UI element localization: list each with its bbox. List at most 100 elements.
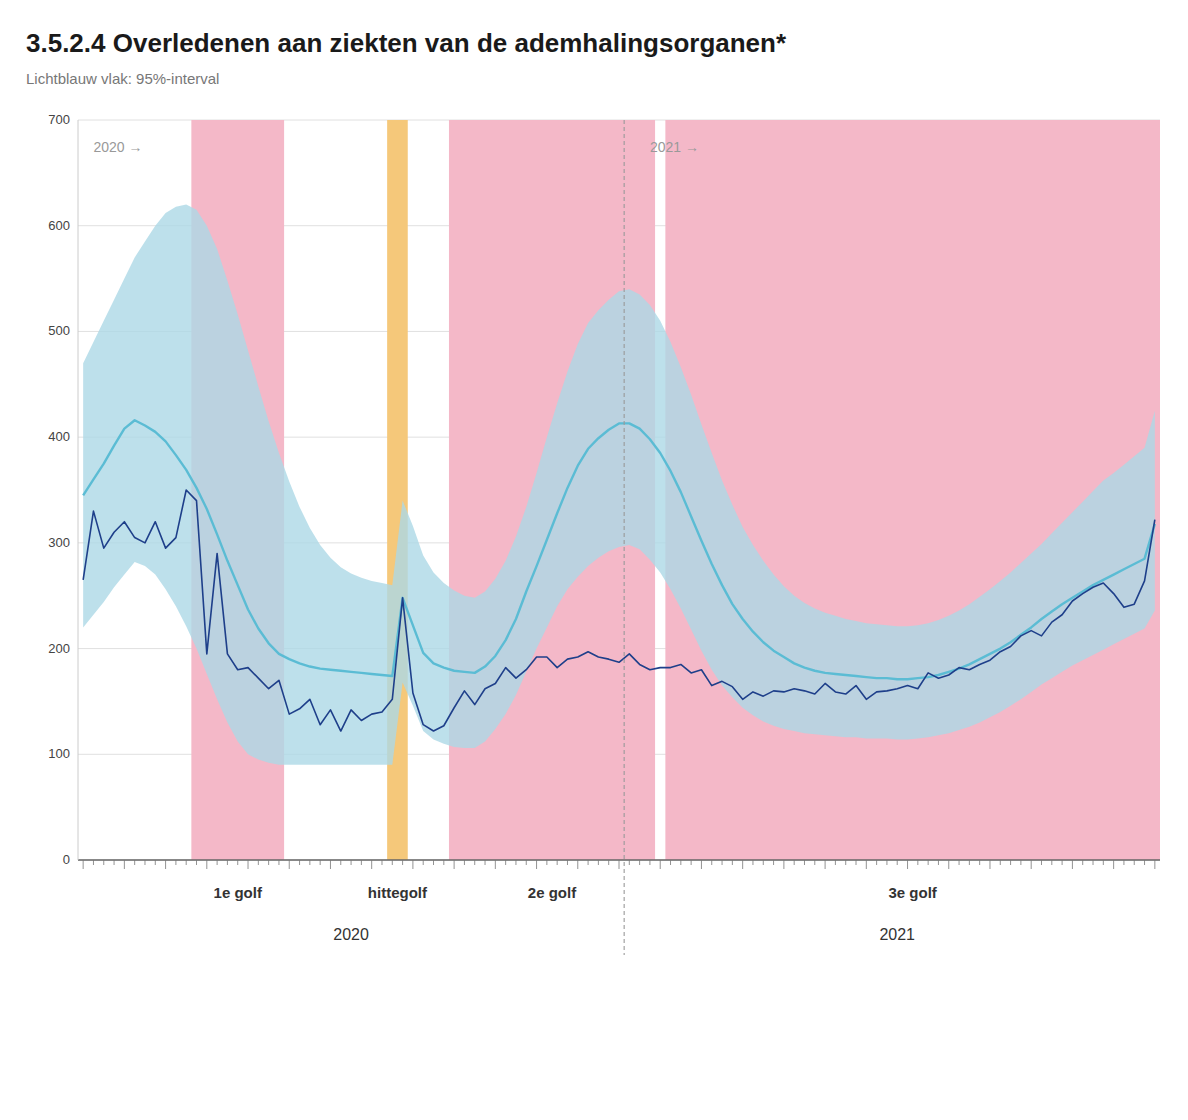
x-tick bbox=[1082, 860, 1083, 865]
x-tick bbox=[1062, 860, 1063, 865]
y-tick-label: 500 bbox=[48, 323, 70, 338]
x-tick bbox=[897, 860, 898, 865]
x-tick bbox=[134, 860, 135, 865]
x-tick bbox=[783, 860, 784, 869]
x-tick bbox=[907, 860, 908, 869]
x-tick bbox=[371, 860, 372, 869]
x-tick bbox=[763, 860, 764, 865]
x-tick bbox=[340, 860, 341, 865]
x-tick bbox=[464, 860, 465, 865]
y-tick-label: 300 bbox=[48, 535, 70, 550]
x-tick bbox=[567, 860, 568, 865]
x-tick bbox=[1020, 860, 1021, 865]
x-tick bbox=[876, 860, 877, 865]
x-tick bbox=[619, 860, 620, 869]
title: 3.5.2.4 Overledenen aan ziekten van de a… bbox=[26, 28, 787, 58]
x-tick bbox=[1113, 860, 1114, 869]
x-tick bbox=[330, 860, 331, 869]
x-tick bbox=[546, 860, 547, 865]
x-tick bbox=[423, 860, 424, 865]
x-tick bbox=[969, 860, 970, 865]
x-tick bbox=[144, 860, 145, 865]
x-tick bbox=[505, 860, 506, 865]
y-tick-label: 0 bbox=[63, 852, 70, 867]
x-tick bbox=[320, 860, 321, 865]
x-tick bbox=[588, 860, 589, 865]
x-tick bbox=[299, 860, 300, 865]
x-tick bbox=[103, 860, 104, 865]
x-tick bbox=[1093, 860, 1094, 865]
x-tick bbox=[433, 860, 434, 865]
year-divider bbox=[624, 120, 625, 955]
y-tick-label: 600 bbox=[48, 218, 70, 233]
x-tick bbox=[443, 860, 444, 865]
grid bbox=[78, 120, 1160, 860]
x-tick bbox=[773, 860, 774, 865]
x-tick bbox=[670, 860, 671, 865]
x-tick bbox=[928, 860, 929, 865]
x-tick bbox=[412, 860, 413, 869]
x-tick bbox=[309, 860, 310, 865]
y-axis-line bbox=[78, 120, 79, 860]
x-tick bbox=[402, 860, 403, 865]
x-tick bbox=[856, 860, 857, 865]
band-label: hittegolf bbox=[368, 884, 428, 901]
x-tick bbox=[629, 860, 630, 865]
x-tick bbox=[660, 860, 661, 869]
x-tick bbox=[155, 860, 156, 865]
x-tick bbox=[258, 860, 259, 865]
x-tick bbox=[227, 860, 228, 865]
x-tick bbox=[381, 860, 382, 865]
x-tick bbox=[557, 860, 558, 865]
x-tick bbox=[1031, 860, 1032, 869]
x-tick bbox=[186, 860, 187, 865]
x-tick bbox=[639, 860, 640, 865]
x-tick bbox=[835, 860, 836, 865]
x-tick bbox=[1000, 860, 1001, 865]
x-tick bbox=[536, 860, 537, 869]
chart-root: 3.5.2.4 Overledenen aan ziekten van de a… bbox=[0, 0, 1188, 1120]
x-tick bbox=[1134, 860, 1135, 865]
x-tick bbox=[886, 860, 887, 865]
x-tick bbox=[93, 860, 94, 865]
x-tick bbox=[989, 860, 990, 869]
band-label: 2e golf bbox=[528, 884, 577, 901]
x-tick bbox=[175, 860, 176, 865]
x-tick bbox=[742, 860, 743, 869]
x-tick bbox=[917, 860, 918, 865]
x-tick bbox=[361, 860, 362, 865]
x-tick bbox=[124, 860, 125, 869]
x-tick bbox=[474, 860, 475, 865]
band-label: 3e golf bbox=[889, 884, 938, 901]
x-tick bbox=[577, 860, 578, 869]
annotation-labels: 1e golf2e golf3e golfhittegolf bbox=[214, 884, 938, 901]
x-tick bbox=[289, 860, 290, 869]
x-tick bbox=[845, 860, 846, 865]
x-tick bbox=[248, 860, 249, 869]
x-tick bbox=[825, 860, 826, 869]
x-tick bbox=[794, 860, 795, 865]
x-tick bbox=[711, 860, 712, 865]
x-tick-label: 2020 bbox=[333, 926, 369, 943]
x-tick bbox=[237, 860, 238, 865]
x-tick bbox=[649, 860, 650, 865]
x-tick bbox=[217, 860, 218, 865]
x-tick bbox=[598, 860, 599, 865]
x-tick bbox=[1051, 860, 1052, 865]
y-tick-label: 200 bbox=[48, 641, 70, 656]
confidence-band bbox=[83, 205, 1155, 765]
x-axis: 20202021 bbox=[78, 120, 1160, 943]
x-tick bbox=[495, 860, 496, 869]
x-tick bbox=[938, 860, 939, 865]
x-tick bbox=[608, 860, 609, 865]
x-tick bbox=[515, 860, 516, 865]
x-tick bbox=[1072, 860, 1073, 869]
y-tick-label: 400 bbox=[48, 429, 70, 444]
x-tick bbox=[1010, 860, 1011, 865]
x-tick bbox=[268, 860, 269, 865]
band-span bbox=[665, 120, 1160, 860]
x-tick bbox=[722, 860, 723, 865]
year-annotation: 2021 → bbox=[650, 139, 699, 155]
x-tick bbox=[392, 860, 393, 865]
x-tick bbox=[959, 860, 960, 865]
